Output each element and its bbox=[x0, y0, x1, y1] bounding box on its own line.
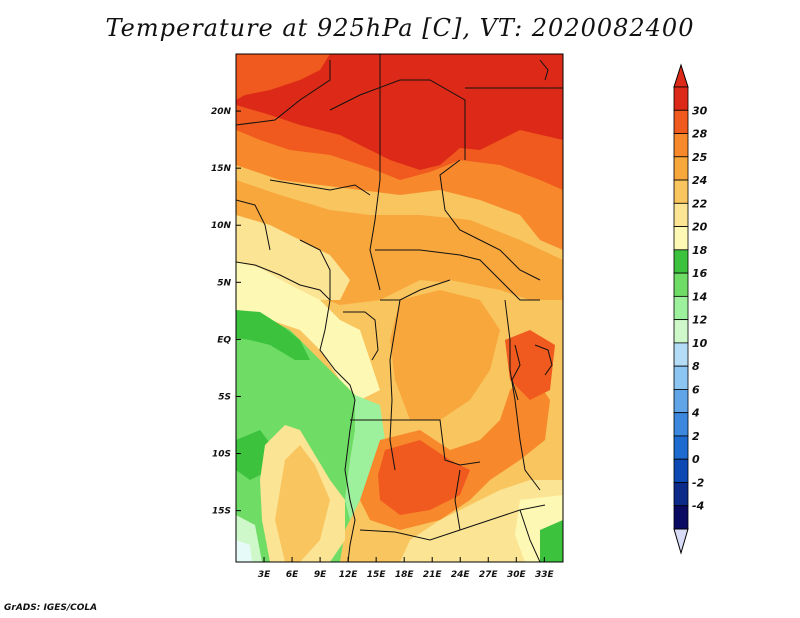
lat-tick-label: 15S bbox=[212, 507, 231, 517]
colorbar-label: 24 bbox=[692, 174, 707, 187]
colorbar-swatch bbox=[673, 249, 689, 274]
colorbar-swatch bbox=[673, 412, 689, 437]
lon-tick-label: 15E bbox=[367, 570, 387, 580]
colorbar-swatch bbox=[673, 482, 689, 507]
lat-tick-label: 10S bbox=[212, 450, 231, 460]
lon-tick-label: 33E bbox=[535, 570, 555, 580]
colorbar-swatch bbox=[673, 226, 689, 251]
lat-tick-label: 10N bbox=[211, 221, 232, 231]
colorbar-label: 30 bbox=[692, 104, 708, 117]
lat-tick-label: 5N bbox=[217, 278, 231, 288]
colorbar-label: 10 bbox=[692, 337, 708, 350]
colorbar-label: 4 bbox=[691, 407, 700, 420]
lon-tick-label: 21E bbox=[423, 570, 443, 580]
lat-tick-label: 20N bbox=[211, 107, 232, 117]
colorbar-label: 2 bbox=[692, 430, 700, 443]
colorbar-swatch bbox=[673, 319, 689, 344]
colorbar-swatch bbox=[673, 295, 689, 321]
lat-tick-label: 15N bbox=[211, 164, 232, 174]
colorbar-label: 28 bbox=[692, 128, 708, 141]
colorbar-swatch bbox=[673, 179, 689, 204]
colorbar-under-triangle bbox=[673, 528, 689, 555]
colorbar-label: 22 bbox=[692, 197, 708, 210]
credit-label: GrADS: IGES/COLA bbox=[4, 603, 98, 613]
colorbar-swatch bbox=[673, 389, 689, 414]
colorbar-swatch bbox=[673, 133, 689, 158]
colorbar-label: -2 bbox=[692, 476, 705, 489]
country-borders bbox=[236, 54, 563, 562]
colorbar-label: 12 bbox=[692, 314, 708, 327]
colorbar-swatch bbox=[673, 435, 689, 460]
colorbar-swatch bbox=[673, 202, 689, 227]
colorbar-over-triangle bbox=[673, 63, 689, 88]
colorbar-label: 8 bbox=[692, 360, 700, 373]
colorbar-swatch bbox=[673, 342, 689, 367]
colorbar-swatch bbox=[673, 86, 689, 111]
colorbar-swatch bbox=[673, 109, 689, 134]
lon-tick-label: 30E bbox=[507, 570, 527, 580]
colorbar-swatch bbox=[673, 505, 689, 530]
colorbar-label: 18 bbox=[692, 244, 708, 257]
temperature-field bbox=[236, 54, 563, 562]
latitude-axis: 20N 15N 10N 5N EQ 5S 10S 15S bbox=[211, 107, 241, 517]
colorbar-label: 20 bbox=[692, 221, 708, 234]
map-frame bbox=[235, 53, 564, 563]
longitude-axis: 3E 6E 9E 12E 15E 18E 21E 24E 27E 30E 33E bbox=[258, 557, 555, 580]
colorbar-label: 25 bbox=[692, 151, 708, 164]
colorbar-swatch bbox=[673, 272, 689, 297]
lon-tick-label: 24E bbox=[451, 570, 471, 580]
colorbar-label: -4 bbox=[692, 500, 704, 513]
lon-tick-label: 18E bbox=[395, 570, 415, 580]
lon-tick-label: 12E bbox=[339, 570, 359, 580]
lon-tick-label: 6E bbox=[286, 570, 299, 580]
colorbar-label: 6 bbox=[692, 383, 700, 396]
lat-tick-label: EQ bbox=[217, 335, 231, 345]
lon-tick-label: 9E bbox=[314, 570, 327, 580]
colorbar-swatch bbox=[673, 156, 689, 181]
lon-tick-label: 27E bbox=[479, 570, 499, 580]
colorbar-label: 0 bbox=[692, 453, 700, 466]
colorbar-label: 16 bbox=[692, 267, 708, 280]
colorbar-swatch bbox=[673, 458, 689, 483]
colorbar-swatch bbox=[673, 365, 689, 390]
lon-tick-label: 3E bbox=[258, 570, 271, 580]
lat-tick-label: 5S bbox=[218, 392, 231, 402]
map-title: Temperature at 925hPa [C], VT: 202008240… bbox=[105, 14, 695, 42]
colorbar-label: 14 bbox=[692, 290, 707, 303]
